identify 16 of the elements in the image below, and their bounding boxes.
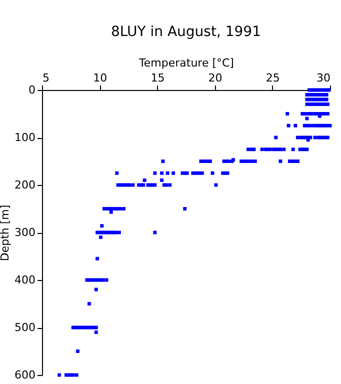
x-tick-label: 20 <box>208 72 222 84</box>
y-tick-label: 300 <box>14 226 36 239</box>
y-tick-label: 600 <box>14 368 36 382</box>
y-tick-label: 100 <box>14 131 36 144</box>
y-tick-label: 500 <box>14 321 36 334</box>
x-tick-label: 25 <box>266 72 280 84</box>
x-tick-label: 5 <box>42 72 50 84</box>
chart-title: 8LUY in August, 1991 <box>111 24 261 40</box>
y-tick-label: 0 <box>28 84 36 96</box>
y-tick-label: 200 <box>14 178 36 192</box>
y-tick-label: 400 <box>14 274 36 286</box>
x-tick-label: 30 <box>316 72 330 84</box>
x-tick-label: 15 <box>150 72 165 84</box>
y-axis-title: Depth [m] <box>0 204 12 262</box>
x-axis-title: Temperature [°C] <box>138 56 234 70</box>
x-tick-label: 10 <box>93 72 108 84</box>
